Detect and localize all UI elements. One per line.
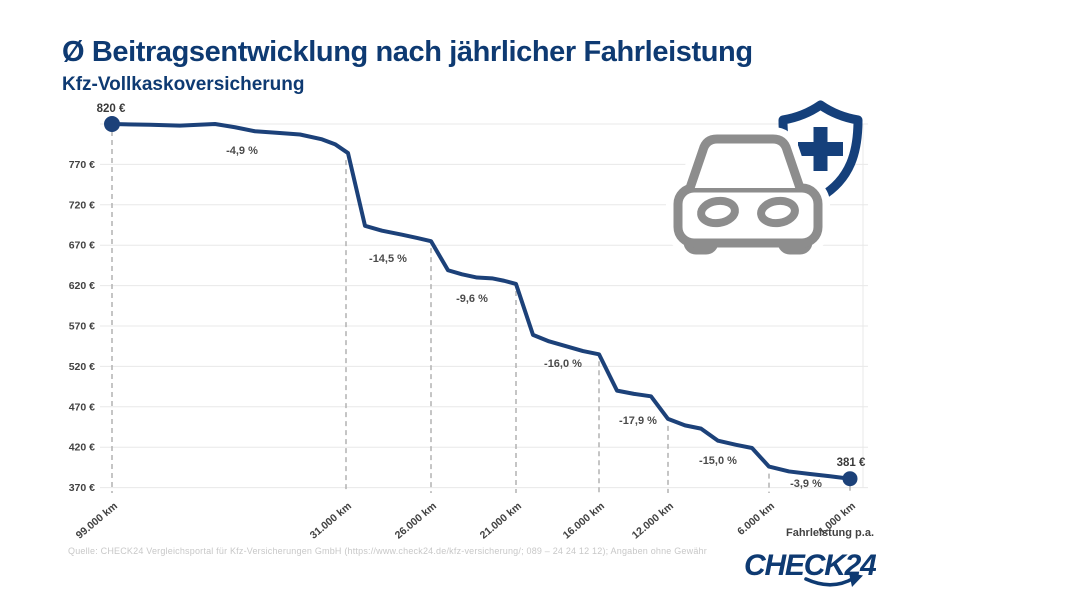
x-axis-label: 12.000 km bbox=[630, 500, 676, 541]
start-value-label: 820 € bbox=[97, 103, 126, 115]
y-axis-label: 420 € bbox=[69, 442, 95, 454]
x-axis-label: 31.000 km bbox=[308, 500, 354, 541]
x-axis-label: 99.000 km bbox=[74, 500, 120, 541]
pct-change-label: -14,5 % bbox=[369, 253, 407, 265]
check24-logo: CHECK24 bbox=[744, 547, 878, 591]
end-data-point bbox=[842, 471, 858, 487]
start-data-point bbox=[104, 116, 120, 132]
page-subtitle: Kfz-Vollkaskoversicherung bbox=[62, 74, 305, 95]
y-axis-label: 470 € bbox=[69, 401, 95, 413]
logo-smile-swoosh bbox=[804, 576, 856, 587]
logo-smile-arrowhead bbox=[849, 573, 863, 587]
car-icon bbox=[666, 127, 830, 255]
x-axis-label: 26.000 km bbox=[393, 500, 439, 541]
car-headlight-right bbox=[757, 196, 799, 228]
pct-change-label: -17,9 % bbox=[619, 415, 657, 427]
y-axis-label: 620 € bbox=[69, 280, 95, 292]
y-axis-label: 520 € bbox=[69, 361, 95, 373]
car-with-shield-icon bbox=[666, 100, 863, 255]
source-note: Quelle: CHECK24 Vergleichsportal für Kfz… bbox=[68, 546, 707, 556]
y-axis-label: 570 € bbox=[69, 321, 95, 333]
pct-change-label: -16,0 % bbox=[544, 358, 582, 370]
x-axis-label: 6.000 km bbox=[735, 500, 777, 538]
premium-line bbox=[110, 122, 852, 481]
check24-logo-graphic: CHECK24 bbox=[744, 549, 878, 587]
pct-change-label: -4,9 % bbox=[226, 145, 258, 157]
y-axis-label: 670 € bbox=[69, 240, 95, 252]
x-axis-label: 16.000 km bbox=[561, 500, 607, 541]
y-axis-label: 770 € bbox=[69, 159, 95, 171]
pct-change-label: -9,6 % bbox=[456, 293, 488, 305]
car-cabin bbox=[685, 134, 805, 193]
y-axis-label: 370 € bbox=[69, 482, 95, 494]
end-value-label: 381 € bbox=[837, 457, 866, 469]
y-axis-label: 720 € bbox=[69, 199, 95, 211]
car-headlight-left bbox=[697, 196, 739, 228]
x-axis-title: Fahrleistung p.a. bbox=[786, 527, 874, 539]
x-axis-label: 21.000 km bbox=[478, 500, 524, 541]
pct-change-label: -3,9 % bbox=[790, 478, 822, 490]
pct-change-label: -15,0 % bbox=[699, 455, 737, 467]
page-title: Ø Beitragsentwicklung nach jährlicher Fa… bbox=[62, 36, 753, 68]
